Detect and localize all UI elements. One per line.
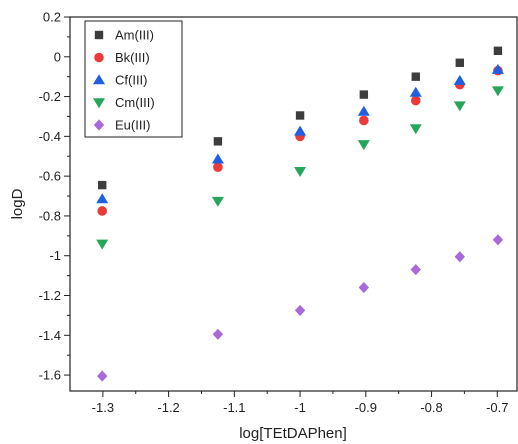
y-tick-label: -0.2 [39,89,61,104]
y-tick-label: -0.8 [39,208,61,223]
series-am-iii [98,46,503,190]
y-tick-label: -1.2 [39,288,61,303]
data-point [211,196,224,207]
data-point [295,111,305,120]
data-point [454,251,466,263]
y-tick-label: -1.4 [39,328,61,343]
x-tick-label: -1.1 [223,400,245,415]
legend-label: Eu(III) [115,118,150,133]
data-point [409,124,422,135]
legend: Am(III) Bk(III) Cf(III) Cm(III) Eu(III) [84,20,183,138]
x-tick-label: -0.9 [355,400,377,415]
data-point [491,86,504,97]
data-point [492,234,504,246]
data-point [410,264,421,276]
y-tick-label: -1.6 [39,368,61,383]
y-tick-label: 0 [54,49,61,64]
y-tick-label: -1 [49,248,61,263]
x-tick-label: -0.7 [486,400,508,415]
legend-label: Cf(III) [115,73,148,88]
data-point [97,206,108,216]
legend-label: Cm(III) [115,95,155,110]
x-tick-label: -0.8 [420,400,442,415]
x-tick-label: -1.3 [92,400,114,415]
legend-label: Bk(III) [115,50,150,65]
data-point [98,180,107,190]
data-point [213,137,223,146]
legend-symbol [94,30,104,40]
y-tick-label: 0.2 [43,10,61,25]
y-axis: 0.2 0 -0.2 -0.4 -0.6 -0.8 -1 -1.2 -1.4 -1.6 [39,10,70,383]
x-axis-title: log[TEtDAPhen] [239,425,347,442]
data-point [359,90,369,99]
data-point [357,140,370,151]
data-point [211,153,224,164]
data-point [294,166,307,177]
data-point [96,193,109,204]
data-marks [96,46,504,382]
data-point [493,46,503,56]
x-tick-label: -1.2 [157,400,179,415]
y-tick-label: -0.6 [39,169,61,184]
legend-symbol [94,52,104,63]
data-point [212,328,224,340]
data-point [359,115,369,126]
data-point [491,63,504,74]
series-cm-iii [96,86,504,250]
data-point [453,101,466,112]
data-point [358,281,370,294]
y-tick-label: -0.4 [39,129,61,144]
x-tick-label: -1 [294,400,306,415]
legend-symbol [93,98,105,109]
data-point [96,239,109,250]
legend-symbol [93,74,105,85]
data-point [453,74,466,85]
plot-frame [69,16,518,392]
x-axis: -1.3 -1.2 -1.1 -1 -0.9 -0.8 -0.7 [92,391,508,415]
data-point [410,95,421,106]
series-eu-iii [97,234,504,382]
legend-label: Am(III) [115,28,154,43]
data-point [294,304,306,317]
y-axis-title: logD [9,188,26,219]
data-point [97,370,108,382]
data-point [411,72,420,81]
series-cf-iii [96,63,504,204]
data-point [213,162,223,172]
data-point [455,58,465,67]
data-point [409,86,422,97]
legend-symbol [93,119,105,131]
data-point [357,105,370,116]
plot-area [69,16,518,392]
data-point [294,125,307,136]
